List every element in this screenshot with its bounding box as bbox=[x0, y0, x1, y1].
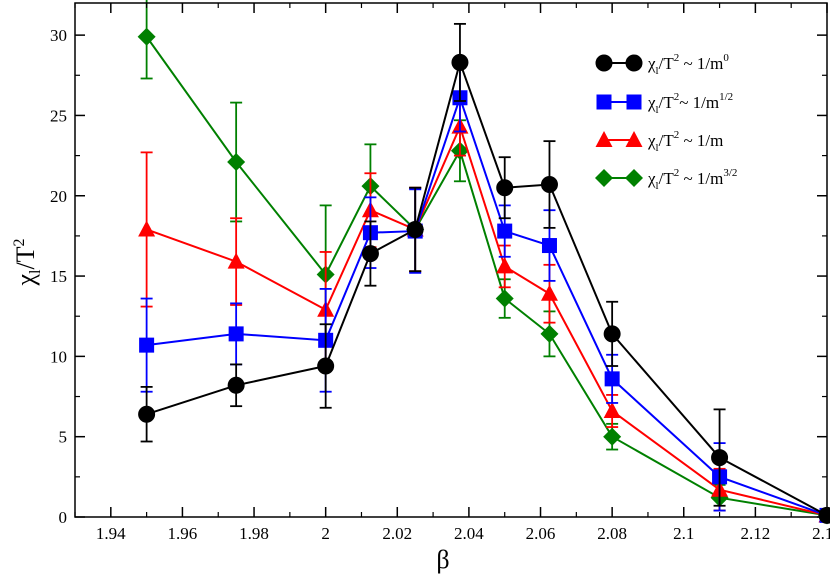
data-point bbox=[540, 324, 559, 343]
legend-item: χl/T2 ~ 1/m0 bbox=[595, 52, 729, 77]
x-tick-label: 2 bbox=[321, 524, 330, 543]
legend-marker bbox=[595, 131, 613, 147]
data-point bbox=[603, 325, 621, 343]
x-tick-label: 1.96 bbox=[168, 524, 198, 543]
x-tick-label: 2.04 bbox=[454, 524, 484, 543]
data-point bbox=[406, 220, 424, 238]
legend-label: χl/T2 ~ 1/m bbox=[647, 129, 723, 154]
plot-area bbox=[137, 0, 830, 525]
y-tick-label: 5 bbox=[59, 428, 68, 447]
data-point bbox=[497, 223, 513, 239]
data-point bbox=[496, 257, 514, 274]
x-tick-label: 2.06 bbox=[526, 524, 556, 543]
data-point bbox=[603, 401, 621, 418]
data-point bbox=[540, 176, 558, 194]
data-point bbox=[711, 449, 729, 467]
x-tick-label: 1.94 bbox=[96, 524, 126, 543]
x-tick-label: 2.02 bbox=[382, 524, 412, 543]
series-line bbox=[146, 59, 828, 517]
series-diamond bbox=[137, 0, 830, 525]
legend-marker bbox=[596, 94, 612, 110]
series-circle bbox=[138, 22, 830, 524]
data-point bbox=[496, 179, 514, 197]
data-point bbox=[137, 27, 156, 46]
data-point bbox=[227, 376, 245, 394]
data-point bbox=[139, 337, 155, 353]
x-axis-label: β bbox=[436, 545, 449, 574]
legend-marker bbox=[595, 54, 613, 72]
y-tick-label: 10 bbox=[50, 347, 67, 366]
y-tick-label: 30 bbox=[50, 26, 67, 45]
y-tick-label: 20 bbox=[50, 187, 67, 206]
x-tick-label: 2.08 bbox=[597, 524, 627, 543]
legend-marker bbox=[595, 169, 613, 187]
legend-label: χl/T2 ~ 1/m3/2 bbox=[647, 167, 737, 192]
data-point bbox=[495, 289, 514, 308]
legend-marker bbox=[626, 94, 642, 110]
legend-label: χl/T2~ 1/m1/2 bbox=[647, 91, 733, 116]
legend-item: χl/T2 ~ 1/m bbox=[595, 129, 723, 154]
data-point bbox=[604, 371, 620, 387]
legend-label: χl/T2 ~ 1/m0 bbox=[647, 52, 729, 77]
svg-text:χl/T2: χl/T2 bbox=[11, 238, 44, 286]
data-point bbox=[541, 238, 557, 254]
data-point bbox=[138, 405, 156, 423]
data-point bbox=[317, 357, 335, 375]
x-tick-label: 2.1 bbox=[673, 524, 694, 543]
data-point bbox=[603, 427, 622, 446]
data-point bbox=[227, 153, 246, 172]
legend-item: χl/T2~ 1/m1/2 bbox=[596, 91, 733, 116]
axes: 1.94 1.96 1.98 2 2.02 2.04 2.06 2.08 2.1 2.12 2.14… bbox=[50, 3, 830, 543]
data-point bbox=[138, 220, 156, 237]
legend-marker bbox=[625, 169, 643, 187]
y-tick-label: 15 bbox=[50, 267, 67, 286]
x-tick-label: 2.14 bbox=[812, 524, 830, 543]
plot-frame bbox=[74, 2, 828, 518]
legend-item: χl/T2 ~ 1/m3/2 bbox=[595, 167, 737, 192]
legend-marker bbox=[625, 54, 643, 72]
x-tick-label: 2.12 bbox=[741, 524, 771, 543]
y-tick-label: 25 bbox=[50, 106, 67, 125]
legend: χl/T2 ~ 1/m0 χl/T2~ 1/m1/2 χl/T2 ~ 1/m χl/T… bbox=[595, 52, 737, 192]
data-point bbox=[361, 245, 379, 263]
legend-marker bbox=[625, 131, 643, 147]
data-point bbox=[227, 252, 245, 269]
y-axis-label: χl/T2 bbox=[11, 238, 44, 286]
data-point bbox=[451, 53, 469, 71]
data-point bbox=[540, 284, 558, 301]
data-point bbox=[818, 506, 830, 524]
y-tick-label: 0 bbox=[59, 508, 68, 527]
data-point bbox=[228, 326, 244, 342]
x-tick-label: 1.98 bbox=[239, 524, 269, 543]
